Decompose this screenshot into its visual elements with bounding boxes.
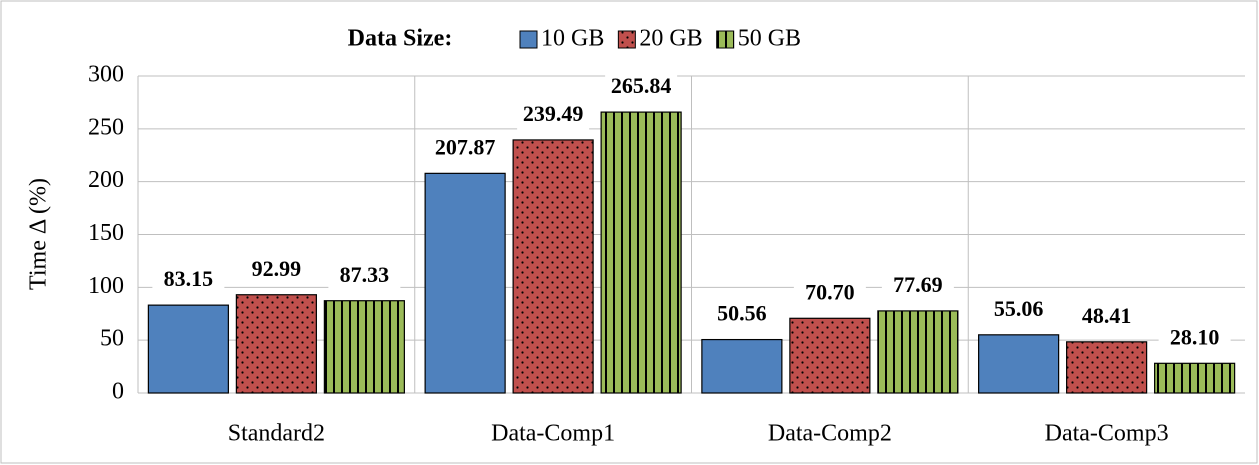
y-tick-label: 100 xyxy=(88,273,124,299)
bar xyxy=(1066,341,1148,394)
bar xyxy=(147,304,229,394)
value-label: 77.69 xyxy=(893,272,943,297)
value-label-bg xyxy=(605,74,678,103)
y-tick-label: 50 xyxy=(100,326,124,352)
value-label: 265.84 xyxy=(611,73,672,98)
x-tick-label: Data-Comp2 xyxy=(768,421,892,447)
value-label: 28.10 xyxy=(1170,324,1220,349)
y-tick-label: 300 xyxy=(88,62,124,88)
legend-label: 20 GB xyxy=(639,26,702,52)
x-tick-label: Data-Comp3 xyxy=(1045,421,1169,447)
value-label-bg xyxy=(705,301,778,330)
legend-label: 10 GB xyxy=(541,26,604,52)
value-label: 92.99 xyxy=(252,256,302,281)
value-label-bg xyxy=(1158,325,1231,354)
value-label-bg xyxy=(152,267,225,296)
y-tick-label: 150 xyxy=(88,220,124,246)
legend-swatch xyxy=(716,30,735,49)
value-label-bg xyxy=(1070,303,1143,332)
value-label: 55.06 xyxy=(994,296,1044,321)
bar xyxy=(235,294,317,394)
value-label-bg xyxy=(517,101,590,130)
value-label-bg xyxy=(240,256,313,285)
bar xyxy=(512,139,594,394)
value-label: 48.41 xyxy=(1082,303,1132,328)
x-tick-label: Standard2 xyxy=(228,421,325,447)
value-label: 83.15 xyxy=(164,266,214,291)
bar xyxy=(1154,362,1236,394)
value-label: 87.33 xyxy=(340,262,390,287)
value-label-bg xyxy=(881,272,954,301)
y-axis-label: Time Δ (%) xyxy=(26,178,52,290)
bar xyxy=(323,300,405,394)
bar xyxy=(600,111,682,394)
value-label-bg xyxy=(982,296,1055,325)
y-tick-label: 0 xyxy=(112,379,124,405)
bar xyxy=(789,317,871,394)
value-label: 207.87 xyxy=(435,134,496,159)
legend-swatch xyxy=(519,30,538,49)
value-label-bg xyxy=(793,280,866,309)
x-tick-label: Data-Comp1 xyxy=(491,421,615,447)
value-label: 50.56 xyxy=(717,301,767,326)
y-tick-label: 250 xyxy=(88,114,124,140)
bar xyxy=(978,334,1060,394)
value-label-bg xyxy=(328,262,401,291)
value-label: 70.70 xyxy=(805,279,855,304)
bar xyxy=(701,338,783,394)
y-tick-label: 200 xyxy=(88,167,124,193)
legend-swatch xyxy=(617,30,636,49)
value-label: 239.49 xyxy=(523,101,584,126)
legend-title: Data Size: xyxy=(348,26,453,52)
bar xyxy=(877,310,959,394)
bar xyxy=(424,172,506,394)
value-label-bg xyxy=(429,135,502,164)
legend-label: 50 GB xyxy=(738,26,801,52)
